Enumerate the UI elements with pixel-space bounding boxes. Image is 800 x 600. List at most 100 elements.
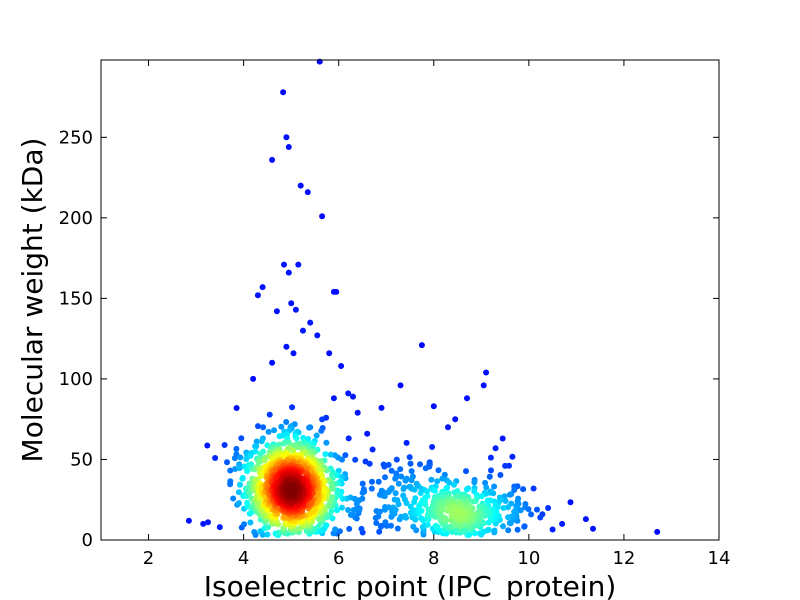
data-point [491,483,498,490]
data-point [431,487,438,494]
x-axis-label: Isoelectric point (IPC_protein) [204,570,617,600]
data-point [412,516,419,523]
data-point [290,350,297,357]
data-point [295,261,302,268]
data-point [328,508,335,514]
data-point [283,419,290,425]
data-point [334,489,341,496]
data-point [283,134,290,141]
data-point [521,523,528,530]
data-point [382,519,389,526]
data-point [435,467,442,474]
data-point [205,519,211,526]
data-point [502,462,509,469]
data-point [241,521,248,528]
data-point [522,504,529,511]
data-point [300,327,306,334]
data-point [514,526,521,533]
data-point [292,306,299,313]
data-point [315,515,322,522]
data-point [345,435,352,442]
data-point [283,343,290,350]
y-tick-label: 150 [59,288,93,309]
x-tick-label: 2 [143,548,154,569]
data-point [244,468,251,475]
data-point [394,525,401,532]
data-point [288,300,295,307]
data-point [443,485,450,492]
y-axis: 0 50 100 150 200 250 [59,127,719,551]
data-point [400,486,407,492]
data-point [285,269,292,276]
data-point [407,460,414,467]
data-point [483,369,490,376]
data-point [280,452,287,459]
data-point [559,520,566,527]
data-point [265,524,272,531]
data-point [259,284,266,291]
data-point [528,511,535,518]
data-point [434,478,441,485]
data-point [388,467,395,474]
data-point [276,441,282,448]
data-point [280,440,287,447]
data-point [500,505,507,511]
data-point [275,452,282,459]
data-point [185,517,192,524]
data-point [313,432,320,439]
data-point [505,504,511,511]
data-point [369,478,375,485]
x-tick-label: 12 [612,548,635,569]
data-point [403,500,410,507]
data-point [359,489,366,496]
data-point [411,486,418,493]
data-point [582,516,589,523]
data-point [336,528,343,535]
data-point [445,424,451,431]
y-tick-label: 50 [70,449,93,470]
data-point [378,522,385,529]
data-point [392,490,399,497]
data-point [266,411,273,418]
data-point [366,460,373,467]
data-point [238,435,245,442]
data-point [500,523,507,530]
data-point [403,439,410,446]
data-point [441,514,448,521]
data-point [345,507,352,513]
x-tick-label: 10 [517,548,540,569]
data-point [354,409,361,416]
data-point [280,89,287,96]
data-point [480,382,487,389]
data-point [254,292,261,299]
y-tick-label: 0 [82,530,93,551]
data-point [411,499,418,505]
data-point [235,500,242,507]
data-point [250,375,257,382]
data-point [232,466,239,472]
data-point [233,405,240,411]
data-point [410,523,417,530]
data-point [492,445,499,452]
data-point [230,495,237,502]
data-point [378,404,385,411]
data-point [432,522,439,529]
data-point [402,512,409,519]
data-point [397,466,404,473]
data-point [319,213,326,220]
data-point [326,350,333,357]
data-point [307,319,314,326]
data-point [373,520,380,526]
data-point [501,493,508,500]
data-point [545,505,552,511]
data-point [359,480,366,487]
data-point [381,493,388,500]
data-point [424,521,431,528]
data-point [387,486,394,493]
data-point [339,504,345,511]
data-point [314,491,321,498]
data-point [231,455,238,462]
data-point [239,474,246,481]
data-point [590,525,596,532]
data-point [429,444,436,450]
